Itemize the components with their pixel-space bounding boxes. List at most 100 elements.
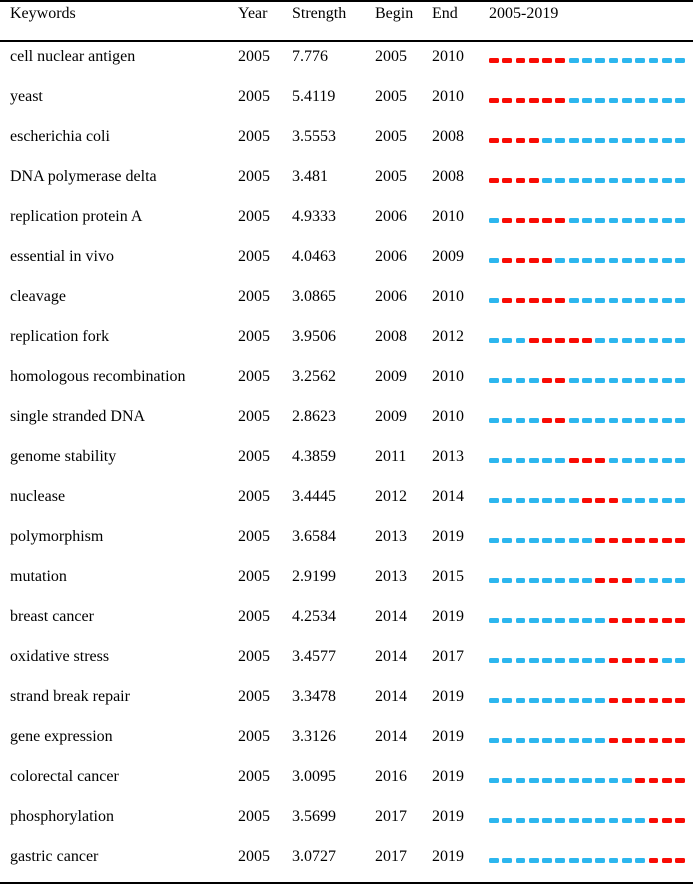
- base-segment: [648, 458, 659, 463]
- timeline-bar: [489, 58, 685, 63]
- base-segment: [568, 778, 579, 783]
- begin-cell: 2006: [375, 248, 407, 265]
- base-segment: [635, 218, 646, 223]
- base-segment: [621, 858, 632, 863]
- begin-cell: 2009: [375, 368, 407, 385]
- burst-segment: [675, 618, 685, 623]
- end-cell: 2019: [432, 768, 464, 785]
- end-cell: 2010: [432, 48, 464, 65]
- burst-segment: [582, 498, 592, 503]
- base-segment: [661, 578, 672, 583]
- year-cell: 2005: [238, 328, 270, 345]
- strength-cell: 3.5699: [292, 808, 336, 825]
- table-header: Keywords Year Strength Begin End 2005-20…: [0, 2, 693, 42]
- timeline-bar: [489, 458, 685, 463]
- base-segment: [582, 138, 592, 143]
- base-segment: [568, 618, 579, 623]
- end-cell: 2019: [432, 808, 464, 825]
- base-segment: [555, 818, 566, 823]
- base-segment: [528, 458, 539, 463]
- burst-segment: [608, 658, 619, 663]
- timeline-cell: [485, 202, 693, 223]
- burst-segment: [595, 498, 606, 503]
- base-segment: [515, 338, 526, 343]
- burst-segment: [648, 818, 659, 823]
- base-segment: [542, 578, 552, 583]
- keyword-cell: gene expression: [10, 728, 113, 745]
- strength-cell: 4.0463: [292, 248, 336, 265]
- base-segment: [502, 698, 513, 703]
- table-row: yeast 2005 5.4119 2005 2010: [0, 82, 693, 122]
- base-segment: [648, 98, 659, 103]
- base-segment: [502, 378, 513, 383]
- timeline-bar: [489, 378, 685, 383]
- burst-segment: [608, 498, 619, 503]
- burst-segment: [542, 298, 552, 303]
- burst-segment: [608, 698, 619, 703]
- base-segment: [489, 618, 499, 623]
- timeline-cell: [485, 602, 693, 623]
- table-row: homologous recombination 2005 3.2562 2009 20…: [0, 362, 693, 402]
- base-segment: [608, 298, 619, 303]
- base-segment: [648, 578, 659, 583]
- burst-segment: [542, 98, 552, 103]
- base-segment: [568, 378, 579, 383]
- strength-cell: 3.4445: [292, 488, 336, 505]
- end-cell: 2008: [432, 168, 464, 185]
- burst-segment: [489, 58, 499, 63]
- year-cell: 2005: [238, 608, 270, 625]
- end-cell: 2010: [432, 408, 464, 425]
- base-segment: [515, 418, 526, 423]
- timeline-cell: [485, 562, 693, 583]
- base-segment: [648, 258, 659, 263]
- base-segment: [675, 578, 685, 583]
- burst-segment: [542, 378, 552, 383]
- base-segment: [648, 298, 659, 303]
- base-segment: [595, 258, 606, 263]
- base-segment: [661, 418, 672, 423]
- base-segment: [582, 818, 592, 823]
- base-segment: [635, 578, 646, 583]
- burst-segment: [515, 298, 526, 303]
- timeline-bar: [489, 258, 685, 263]
- burst-segment: [582, 338, 592, 343]
- burst-segment: [502, 178, 513, 183]
- base-segment: [528, 538, 539, 543]
- table-row: replication protein A 2005 4.9333 2006 2010: [0, 202, 693, 242]
- burst-segment: [661, 818, 672, 823]
- burst-segment: [528, 138, 539, 143]
- base-segment: [502, 458, 513, 463]
- year-cell: 2005: [238, 248, 270, 265]
- base-segment: [515, 818, 526, 823]
- base-segment: [502, 658, 513, 663]
- column-header-strength: Strength: [292, 5, 347, 22]
- base-segment: [675, 258, 685, 263]
- keyword-cell: replication fork: [10, 328, 110, 345]
- burst-segment: [502, 218, 513, 223]
- base-segment: [528, 818, 539, 823]
- burst-segment: [528, 258, 539, 263]
- strength-cell: 3.3126: [292, 728, 336, 745]
- table-row: oxidative stress 2005 3.4577 2014 2017: [0, 642, 693, 682]
- base-segment: [621, 298, 632, 303]
- base-segment: [542, 138, 552, 143]
- base-segment: [542, 818, 552, 823]
- base-segment: [648, 138, 659, 143]
- base-segment: [502, 498, 513, 503]
- burst-segment: [542, 58, 552, 63]
- strength-cell: 4.2534: [292, 608, 336, 625]
- base-segment: [489, 818, 499, 823]
- burst-segment: [635, 698, 646, 703]
- base-segment: [542, 858, 552, 863]
- base-segment: [648, 58, 659, 63]
- year-cell: 2005: [238, 488, 270, 505]
- base-segment: [595, 778, 606, 783]
- table-row: escherichia coli 2005 3.5553 2005 2008: [0, 122, 693, 162]
- base-segment: [675, 218, 685, 223]
- table-row: strand break repair 2005 3.3478 2014 2019: [0, 682, 693, 722]
- base-segment: [555, 658, 566, 663]
- base-segment: [608, 138, 619, 143]
- base-segment: [568, 698, 579, 703]
- base-segment: [675, 498, 685, 503]
- end-cell: 2010: [432, 368, 464, 385]
